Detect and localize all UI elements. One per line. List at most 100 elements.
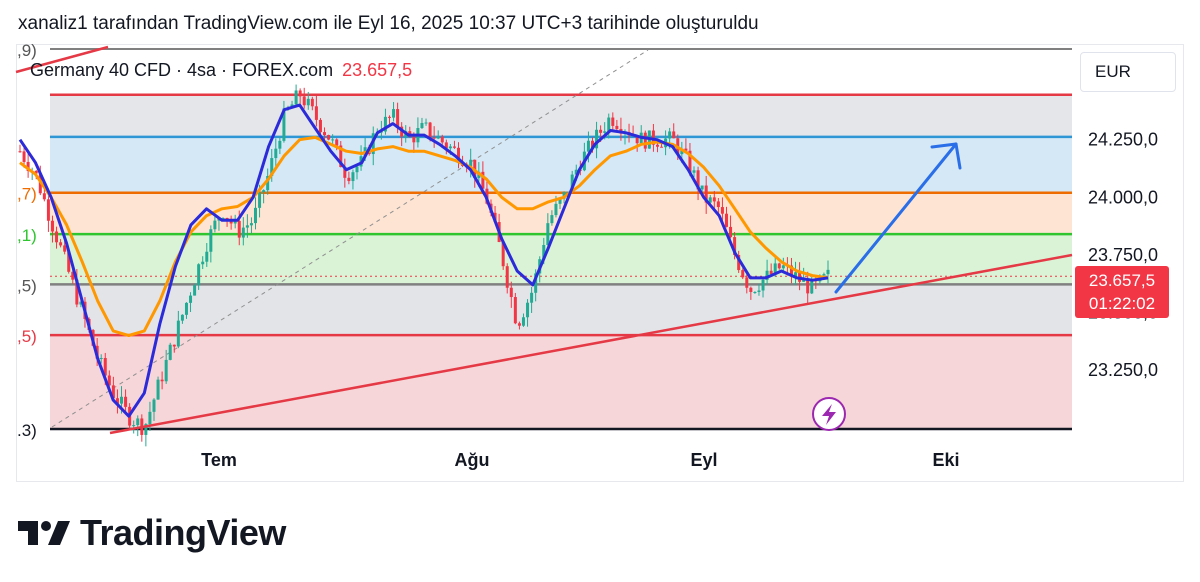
candle-body (310, 98, 314, 107)
candle-body (708, 197, 712, 203)
candle-body (692, 170, 696, 173)
candle-body (769, 270, 773, 274)
candle-body (306, 98, 310, 106)
candle-body (396, 109, 400, 127)
candle-body (258, 192, 262, 208)
candle-body (42, 193, 46, 200)
candle-body (729, 226, 733, 238)
candle-body (314, 106, 318, 120)
candle-body (599, 129, 603, 133)
candle-body (253, 207, 257, 224)
candle-body (684, 148, 688, 151)
ascending-trendline (109, 253, 1073, 435)
candle-body (339, 145, 343, 168)
candle-body (521, 317, 525, 326)
candle-body (651, 130, 655, 145)
candle-body (789, 265, 793, 277)
candle-body (18, 151, 22, 153)
candle-body (383, 116, 387, 132)
candle-body (700, 185, 704, 190)
fib-level-label: .3) (17, 421, 37, 440)
candle-body (595, 129, 599, 149)
projection-arrow (834, 142, 958, 294)
candle-body (615, 125, 619, 129)
candle-body (392, 109, 396, 118)
fib-diagonal-line (51, 49, 649, 428)
candle-body (327, 135, 331, 140)
candle-body (432, 137, 436, 139)
candle-body (513, 297, 517, 324)
candle-body (46, 199, 50, 221)
candle-body (298, 90, 302, 97)
candle-body (603, 131, 607, 133)
y-tick-label: 24.000,0 (1088, 187, 1158, 207)
candle-body (668, 131, 672, 139)
candle-body (542, 244, 546, 260)
candle-body (189, 295, 193, 303)
fib-level-label: ,5) (17, 276, 37, 295)
candle-body (607, 117, 611, 132)
candle-body (457, 147, 461, 163)
candle-body (660, 146, 664, 148)
candle-body (213, 220, 217, 230)
currency-button[interactable]: EUR (1080, 52, 1176, 92)
candle-body (773, 263, 777, 274)
candle-body (59, 242, 63, 246)
candle-body (526, 302, 530, 318)
symbol-title: Germany 40 CFD · 4sa · FOREX.com (30, 60, 334, 80)
x-tick-label: Eki (932, 450, 959, 470)
candle-body (152, 399, 156, 412)
candle-body (558, 198, 562, 204)
x-tick-label: Ağu (455, 450, 490, 470)
candle-body (546, 223, 550, 245)
candle-body (509, 287, 513, 298)
candle-body (26, 161, 30, 172)
fib-level-label: ,1) (17, 226, 37, 245)
candle-body (197, 264, 201, 286)
bar-countdown: 01:22:02 (1088, 294, 1156, 313)
candle-body (757, 290, 761, 293)
candle-body (765, 270, 769, 280)
candle-body (120, 396, 124, 404)
candle-body (794, 272, 798, 277)
candle-body (517, 323, 521, 326)
candle-body (115, 398, 119, 404)
fast-ma-line (18, 103, 829, 418)
y-tick-label: 23.250,0 (1088, 360, 1158, 380)
candle-body (136, 418, 140, 426)
upper-trendline (15, 45, 109, 74)
y-tick-label: 24.250,0 (1088, 130, 1158, 150)
candle-body (164, 359, 168, 382)
candle-body (672, 131, 676, 139)
candle-body (274, 148, 278, 159)
lightning-icon (822, 404, 836, 425)
candle-body (635, 135, 639, 144)
fib-level-label: ,9) (17, 41, 37, 60)
legend-price: 23.657,5 (342, 60, 413, 80)
candle-body (469, 159, 473, 168)
tradingview-brand[interactable]: TradingView (18, 512, 286, 554)
candle-body (806, 279, 810, 294)
candle-body (781, 265, 785, 269)
x-tick-label: Tem (201, 450, 237, 470)
candle-body (331, 139, 335, 141)
candle-body (591, 140, 595, 149)
candle-body (530, 292, 534, 303)
candle-body (481, 171, 485, 189)
candle-body (440, 136, 444, 143)
candle-body (412, 136, 416, 143)
candle-body (505, 266, 509, 288)
candle-body (566, 191, 570, 193)
candle-body (132, 425, 136, 427)
symbol-legend[interactable]: Germany 40 CFD · 4sa · FOREX.com 23.657,… (30, 60, 412, 81)
candle-body (777, 263, 781, 269)
candle-body (704, 185, 708, 203)
candle-body (387, 116, 391, 118)
candle-body (810, 280, 814, 294)
last-price-badge: 23.657,5 01:22:02 (1075, 266, 1169, 318)
x-tick-label: Eyl (690, 450, 717, 470)
candle-body (574, 169, 578, 175)
candle-body (71, 271, 75, 280)
slow-ma-line (19, 135, 829, 337)
